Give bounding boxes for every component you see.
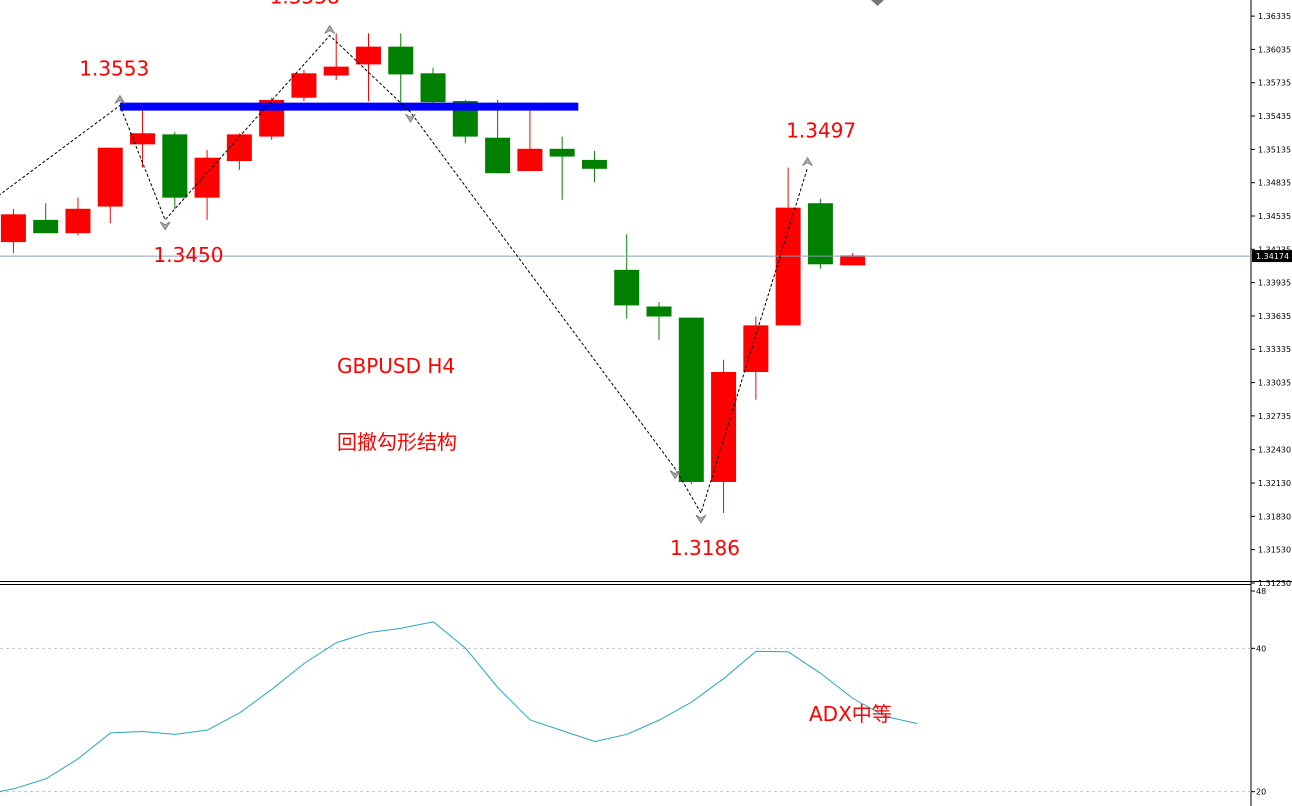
candle-body xyxy=(97,147,123,207)
price-tick-label: 1.34835 xyxy=(1258,179,1291,188)
adx-tick-label: 20 xyxy=(1256,788,1266,797)
swing-price-label: 1.3558 xyxy=(270,0,340,8)
candle-body xyxy=(743,325,769,373)
candle-body xyxy=(65,208,91,234)
candle-body xyxy=(517,148,543,172)
swing-price-label: 1.3497 xyxy=(786,119,856,143)
swing-arrow-icon xyxy=(159,221,171,231)
candle-body xyxy=(388,46,414,75)
candle-body xyxy=(162,134,188,198)
swing-arrow-icon xyxy=(324,24,336,34)
swing-arrow-icon xyxy=(405,113,416,123)
adx-label: ADX中等 xyxy=(809,702,892,726)
swing-arrow-icon xyxy=(695,514,707,524)
candle-body xyxy=(33,219,59,234)
candle-body xyxy=(614,269,640,306)
price-tick-label: 1.32430 xyxy=(1258,446,1291,455)
price-tick-label: 1.31230 xyxy=(1258,579,1291,588)
price-tick-label: 1.33335 xyxy=(1258,345,1291,354)
price-tick-label: 1.36335 xyxy=(1258,12,1291,21)
candle-body xyxy=(807,203,833,265)
candle-body xyxy=(226,134,252,162)
symbol-label: GBPUSD H4 xyxy=(337,354,455,378)
current-price-label: 1.34174 xyxy=(1256,252,1289,261)
price-tick-label: 1.35435 xyxy=(1258,112,1291,121)
candle-body xyxy=(775,207,801,326)
candle-body xyxy=(646,306,672,317)
candle-body xyxy=(0,214,26,243)
candle-body xyxy=(130,133,156,145)
swing-arrow-icon xyxy=(669,470,681,480)
price-tick-label: 1.31830 xyxy=(1258,512,1291,521)
candle-body xyxy=(711,372,737,482)
price-tick-label: 1.36035 xyxy=(1258,45,1291,54)
swing-price-label: 1.3186 xyxy=(670,536,740,560)
candle-body xyxy=(485,137,511,174)
scroll-marker-icon[interactable] xyxy=(871,0,884,6)
swing-price-label: 1.3553 xyxy=(79,56,149,80)
swing-arrow-icon xyxy=(114,94,126,104)
swing-price-label: 1.3450 xyxy=(153,243,223,267)
price-tick-label: 1.32735 xyxy=(1258,412,1291,421)
price-axis: 1.36335 1.36035 1.35735 1.35435 1.35135 1.348… xyxy=(1251,12,1292,588)
swing-arrow-icon xyxy=(802,156,813,167)
adx-panel: 48 40 20 xyxy=(0,587,1266,797)
price-tick-label: 1.33935 xyxy=(1258,279,1291,288)
price-tick-label: 1.35735 xyxy=(1258,79,1291,88)
candlestick-series xyxy=(0,33,866,514)
adx-tick-label: 48 xyxy=(1256,587,1266,596)
price-tick-label: 1.33035 xyxy=(1258,379,1291,388)
candle-body xyxy=(194,157,220,198)
candle-body xyxy=(840,255,866,266)
price-tick-label: 1.35135 xyxy=(1258,145,1291,154)
zigzag-line xyxy=(0,34,808,515)
overlay-layer: 1.3553 1.3558 1.3450 1.3497 1.3186 xyxy=(0,0,1251,560)
candle-body xyxy=(581,159,607,169)
candle-body xyxy=(355,46,381,65)
candle-body xyxy=(291,73,317,98)
adx-line xyxy=(0,621,918,793)
price-tick-label: 1.33635 xyxy=(1258,312,1291,321)
pattern-label: 回撤勾形结构 xyxy=(337,430,457,454)
current-price-badge xyxy=(1252,250,1292,263)
candle-body xyxy=(420,73,446,103)
price-tick-label: 1.32130 xyxy=(1258,479,1291,488)
price-tick-label: 1.31530 xyxy=(1258,546,1291,555)
candle-body xyxy=(323,66,349,76)
adx-tick-label: 40 xyxy=(1256,644,1266,653)
candle-body xyxy=(549,148,575,157)
candle-body xyxy=(678,317,704,482)
price-tick-label: 1.34535 xyxy=(1258,212,1291,221)
price-tick-label: 1.34235 xyxy=(1258,245,1291,254)
